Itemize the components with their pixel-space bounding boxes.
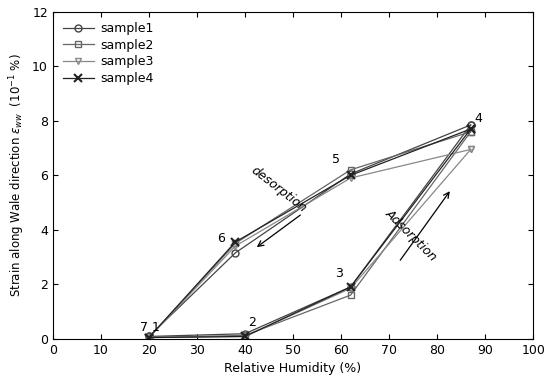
X-axis label: Relative Humidity (%): Relative Humidity (%)	[225, 362, 362, 375]
Text: 4: 4	[474, 112, 482, 125]
Legend: sample1, sample2, sample3, sample4: sample1, sample2, sample3, sample4	[59, 18, 157, 89]
Text: 5: 5	[332, 153, 340, 166]
Text: 2: 2	[248, 316, 256, 329]
Text: 7: 7	[140, 321, 148, 334]
Text: 3: 3	[335, 267, 343, 280]
Text: Adsorption: Adsorption	[382, 207, 439, 264]
Text: desorption: desorption	[248, 163, 309, 215]
Y-axis label: Strain along Wale direction $\varepsilon_{ww}$  $(10^{-1}$ %): Strain along Wale direction $\varepsilon…	[7, 53, 26, 297]
Text: 1: 1	[152, 321, 160, 334]
Text: 6: 6	[217, 232, 225, 245]
